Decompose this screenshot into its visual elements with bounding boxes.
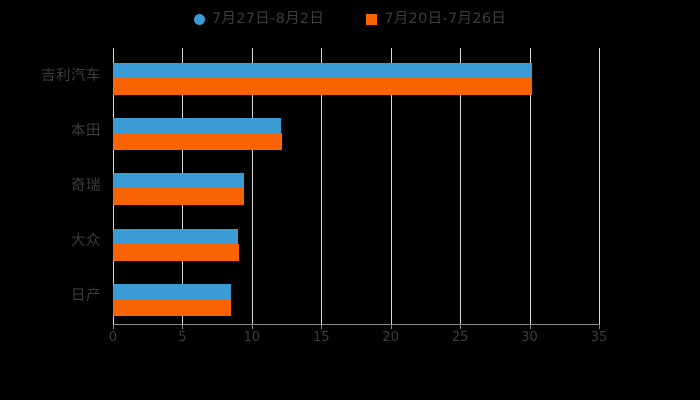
x-axis-tick (113, 324, 114, 329)
x-axis-tick-label: 35 (590, 330, 608, 345)
bar-series-b[interactable] (113, 243, 240, 261)
x-axis-tick-label: 20 (382, 330, 399, 345)
y-axis-category-label: 吉利汽车 (41, 67, 101, 84)
bar-series-b[interactable] (113, 298, 232, 316)
gridline (529, 48, 531, 324)
x-axis-line (113, 324, 600, 325)
bar-series-a[interactable] (113, 228, 238, 244)
y-axis-category-label: 大众 (71, 232, 101, 249)
x-axis-tick (251, 324, 253, 329)
legend-label-series-b: 7月20日-7月26日 (384, 10, 507, 27)
bar-series-a[interactable] (113, 173, 244, 189)
legend-item-series-a[interactable]: 7月27日-8月2日 (193, 10, 325, 27)
chart-category-row: 本田 (71, 103, 599, 158)
chart-category-row: 吉利汽车 (41, 48, 599, 103)
gridline (390, 48, 392, 324)
gridline (599, 48, 600, 324)
bar-series-a[interactable] (113, 63, 533, 78)
chart-category-row: 大众 (71, 214, 599, 269)
x-axis-tick (599, 324, 600, 329)
x-axis-tick-label: 25 (451, 330, 469, 345)
x-axis-tick-label: 5 (178, 330, 187, 345)
y-axis-category-label: 奇瑞 (71, 177, 101, 194)
y-axis-category-label: 本田 (71, 122, 101, 139)
gridline (460, 48, 462, 324)
legend-item-series-b[interactable]: 7月20日-7月26日 (366, 12, 506, 27)
bar-series-a[interactable] (113, 283, 232, 299)
circle-marker-icon (193, 13, 205, 25)
x-axis-tick (182, 324, 184, 329)
gridline (251, 48, 253, 324)
x-axis-tick-label: 15 (313, 330, 330, 345)
x-axis-tick-label: 30 (521, 330, 538, 345)
bar-series-b[interactable] (113, 78, 533, 95)
x-axis-tick (321, 324, 323, 329)
chart-category-row: 日产 (71, 269, 599, 324)
legend-label-series-a: 7月27日-8月2日 (211, 10, 325, 27)
bar-series-b[interactable] (113, 133, 283, 151)
plot-area: 吉利汽车本田奇瑞大众日产 (41, 48, 600, 324)
chart-category-row: 奇瑞 (71, 158, 599, 213)
y-axis-category-label: 日产 (71, 288, 101, 305)
x-axis-tick (460, 324, 462, 329)
bar-series-b[interactable] (113, 188, 244, 206)
x-axis-tick (529, 324, 531, 329)
x-axis-tick (390, 324, 392, 329)
x-axis-tick-label: 10 (243, 330, 261, 345)
square-marker-icon (366, 13, 378, 25)
chart-legend: 7月27日-8月2日 7月20日-7月26日 (0, 7, 700, 31)
bar-series-a[interactable] (113, 118, 282, 134)
gridline (321, 48, 323, 324)
x-axis-tick-label: 0 (108, 330, 118, 345)
